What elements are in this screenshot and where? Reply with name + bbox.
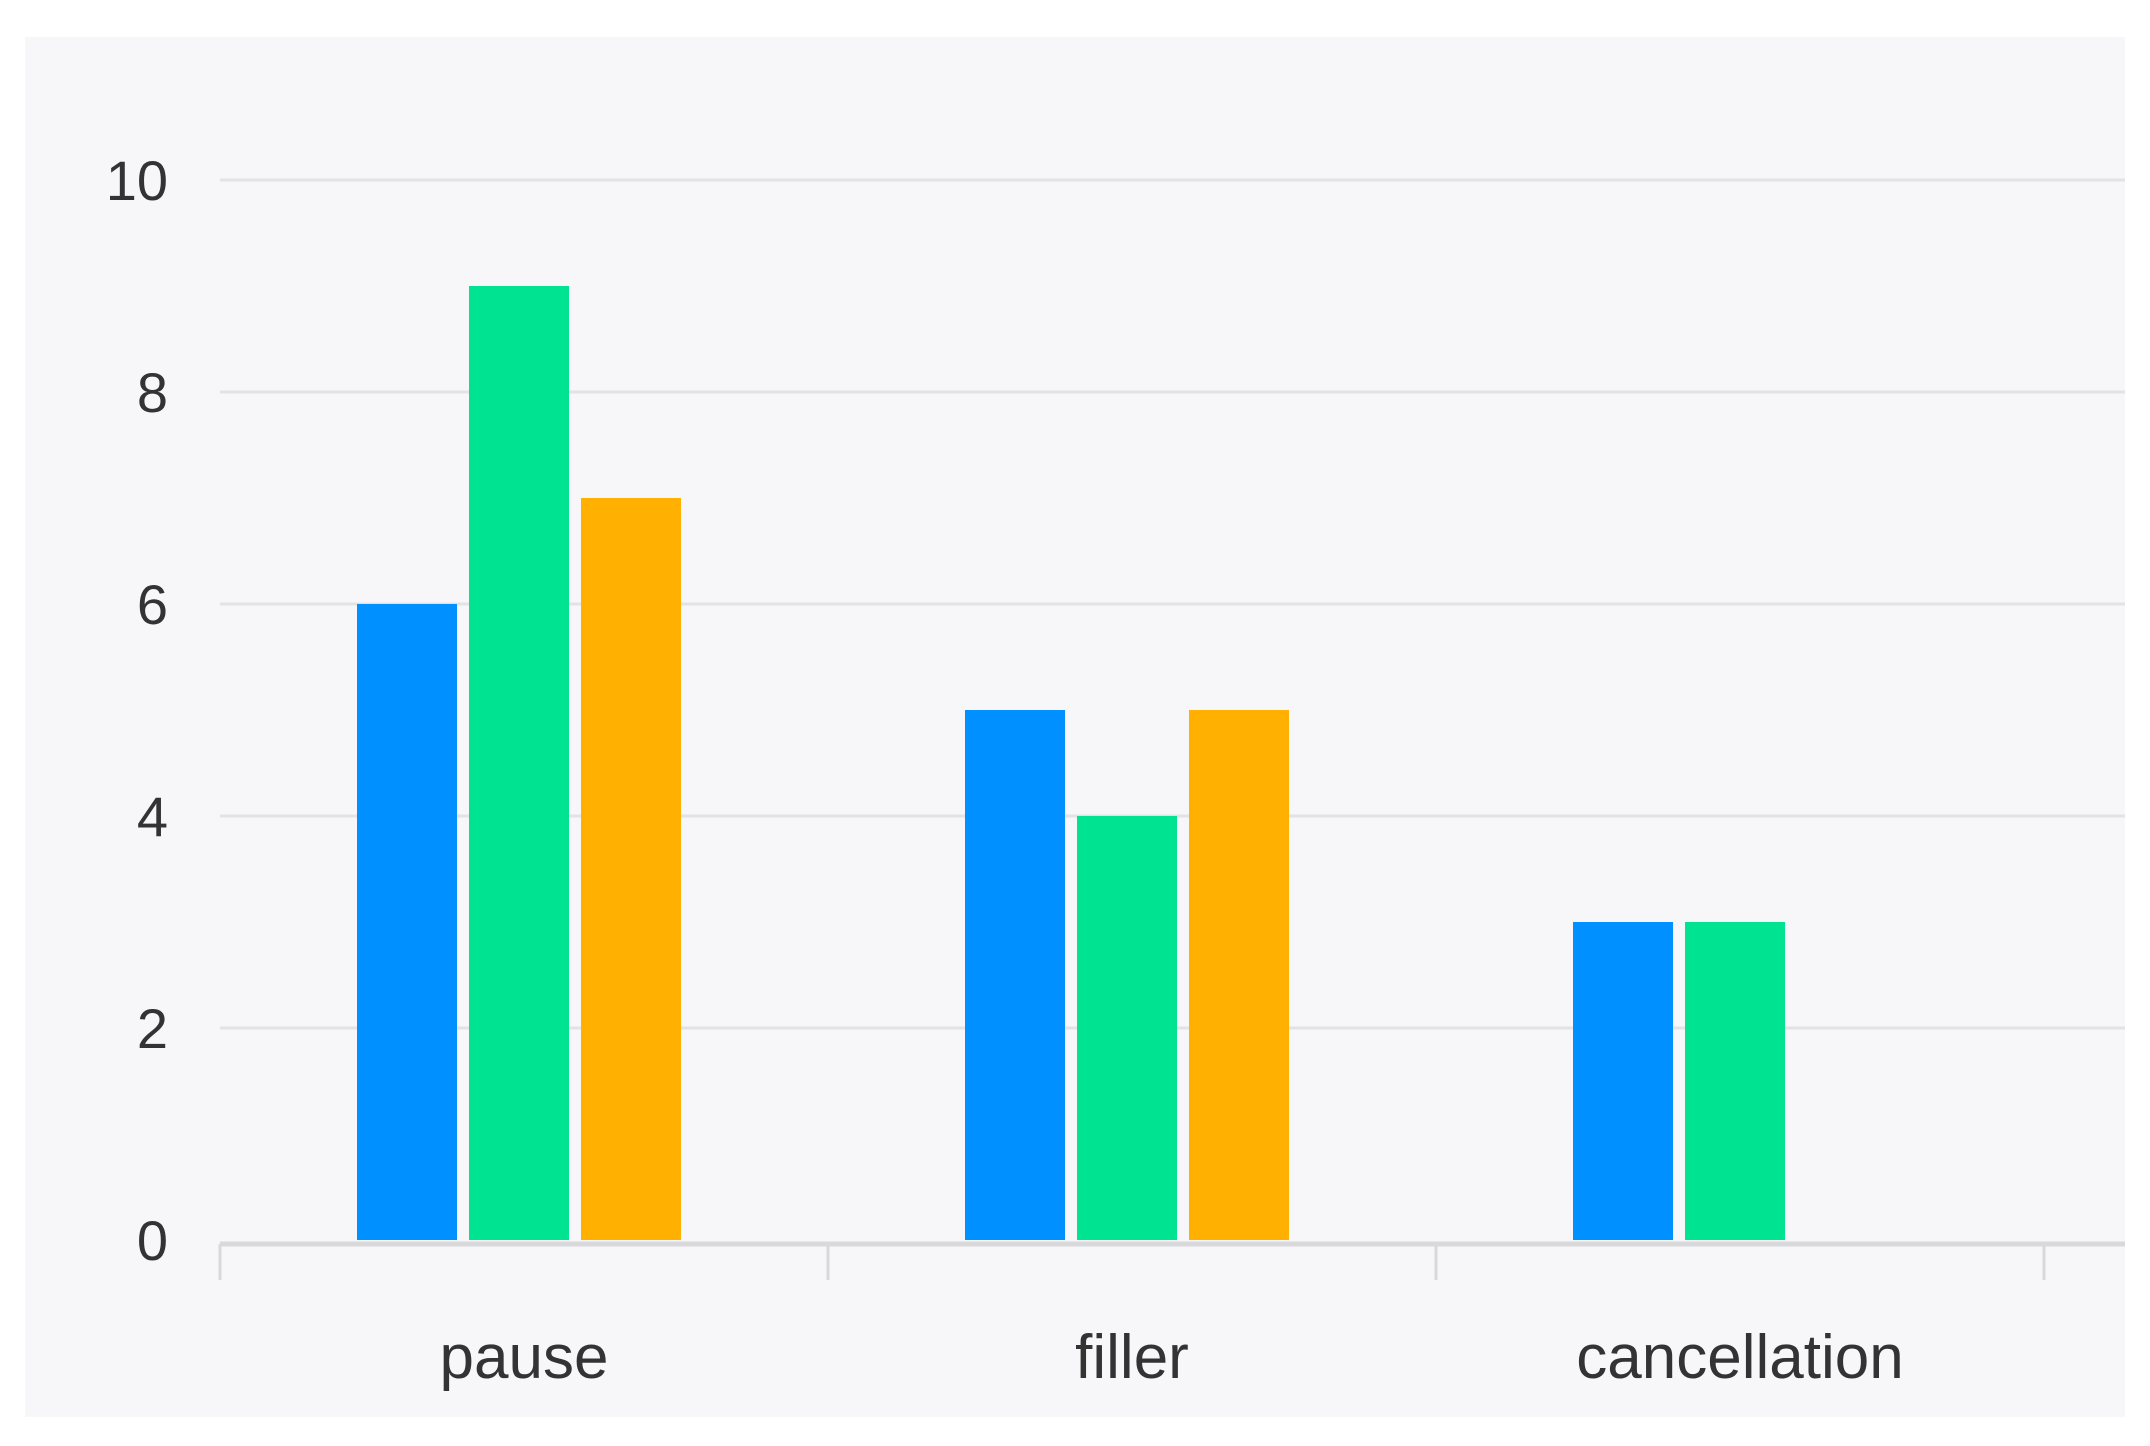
y-tick-label-2: 2: [137, 997, 168, 1060]
y-tick-label-0: 0: [137, 1209, 168, 1272]
bar-cancellation-series-2: [1685, 922, 1785, 1240]
y-tick-label-6: 6: [137, 573, 168, 636]
y-tick-label-10: 10: [106, 149, 168, 212]
bar-pause-series-1: [357, 604, 457, 1240]
x-axis: [218, 1241, 2125, 1280]
bar-filler-series-3: [1189, 710, 1289, 1240]
y-axis-tick-labels: 0 2 4 6 8 10: [106, 149, 168, 1272]
x-category-label-filler: filler: [1075, 1323, 1189, 1392]
y-tick-label-4: 4: [137, 785, 168, 848]
bar-filler-series-2: [1077, 816, 1177, 1240]
bar-cancellation-series-1: [1573, 922, 1673, 1240]
x-category-label-pause: pause: [440, 1323, 609, 1392]
bar-pause-series-3: [581, 498, 681, 1240]
x-axis-category-labels: pause filler cancellation: [440, 1323, 1904, 1392]
bar-filler-series-1: [965, 710, 1065, 1240]
x-category-label-cancellation: cancellation: [1576, 1323, 1903, 1392]
y-tick-label-8: 8: [137, 361, 168, 424]
bar-pause-series-2: [469, 286, 569, 1240]
bars: [357, 286, 1785, 1240]
